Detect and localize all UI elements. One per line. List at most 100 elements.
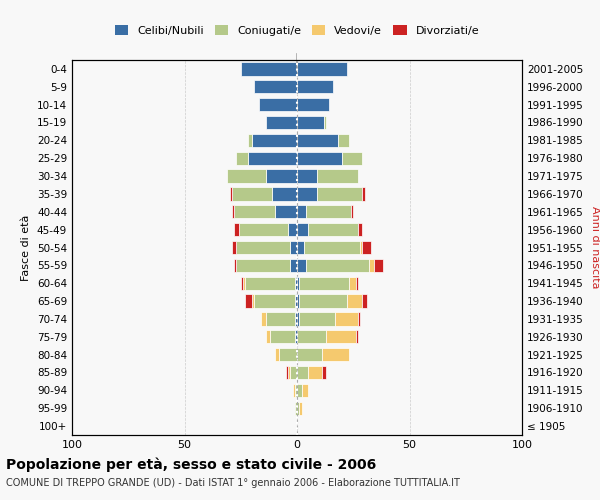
Bar	[245, 294, 252, 308]
Bar	[297, 258, 306, 272]
Bar	[234, 223, 239, 236]
Text: Popolazione per età, sesso e stato civile - 2006: Popolazione per età, sesso e stato civil…	[6, 458, 376, 472]
Bar	[265, 116, 297, 129]
Bar	[295, 312, 297, 326]
Bar	[288, 366, 290, 379]
Bar	[362, 241, 371, 254]
Bar	[358, 312, 360, 326]
Bar	[236, 241, 290, 254]
Bar	[295, 330, 297, 344]
Bar	[295, 294, 297, 308]
Bar	[297, 348, 322, 362]
Bar	[299, 294, 347, 308]
Bar	[369, 258, 373, 272]
Text: COMUNE DI TREPPO GRANDE (UD) - Dati ISTAT 1° gennaio 2006 - Elaborazione TUTTITA: COMUNE DI TREPPO GRANDE (UD) - Dati ISTA…	[6, 478, 460, 488]
Bar	[342, 152, 362, 165]
Bar	[308, 366, 322, 379]
Bar	[279, 348, 297, 362]
Bar	[302, 384, 308, 397]
Bar	[297, 152, 342, 165]
Bar	[297, 294, 299, 308]
Bar	[227, 170, 265, 183]
Bar	[272, 187, 297, 200]
Bar	[239, 223, 288, 236]
Bar	[373, 258, 383, 272]
Bar	[360, 241, 362, 254]
Bar	[362, 187, 365, 200]
Bar	[241, 62, 297, 76]
Bar	[355, 330, 358, 344]
Bar	[297, 330, 326, 344]
Bar	[299, 276, 349, 290]
Bar	[286, 366, 288, 379]
Bar	[326, 330, 355, 344]
Bar	[299, 402, 302, 415]
Bar	[234, 258, 236, 272]
Bar	[232, 187, 272, 200]
Bar	[295, 402, 297, 415]
Bar	[304, 241, 360, 254]
Y-axis label: Anni di nascita: Anni di nascita	[590, 206, 600, 289]
Bar	[232, 241, 236, 254]
Bar	[297, 384, 302, 397]
Bar	[254, 294, 295, 308]
Bar	[362, 294, 367, 308]
Bar	[297, 402, 299, 415]
Bar	[297, 62, 347, 76]
Bar	[297, 241, 304, 254]
Bar	[358, 223, 362, 236]
Bar	[290, 258, 297, 272]
Bar	[347, 294, 362, 308]
Bar	[261, 312, 265, 326]
Bar	[297, 98, 329, 112]
Bar	[306, 258, 369, 272]
Bar	[335, 312, 358, 326]
Bar	[254, 80, 297, 94]
Bar	[306, 205, 351, 218]
Bar	[308, 223, 358, 236]
Bar	[234, 205, 275, 218]
Legend: Celibi/Nubili, Coniugati/e, Vedovi/e, Divorziati/e: Celibi/Nubili, Coniugati/e, Vedovi/e, Di…	[110, 20, 484, 40]
Bar	[290, 241, 297, 254]
Bar	[317, 170, 358, 183]
Bar	[245, 276, 295, 290]
Bar	[265, 170, 297, 183]
Bar	[299, 312, 335, 326]
Bar	[317, 187, 362, 200]
Bar	[229, 187, 232, 200]
Bar	[322, 366, 326, 379]
Bar	[275, 205, 297, 218]
Bar	[275, 348, 279, 362]
Bar	[265, 312, 295, 326]
Bar	[270, 330, 295, 344]
Bar	[297, 80, 333, 94]
Bar	[297, 223, 308, 236]
Bar	[290, 366, 297, 379]
Bar	[248, 152, 297, 165]
Bar	[297, 205, 306, 218]
Bar	[355, 276, 358, 290]
Bar	[236, 152, 248, 165]
Bar	[248, 134, 252, 147]
Bar	[232, 205, 234, 218]
Bar	[295, 276, 297, 290]
Bar	[297, 134, 337, 147]
Y-axis label: Fasce di età: Fasce di età	[22, 214, 31, 280]
Bar	[297, 312, 299, 326]
Bar	[297, 276, 299, 290]
Bar	[337, 134, 349, 147]
Bar	[324, 116, 326, 129]
Bar	[297, 170, 317, 183]
Bar	[243, 276, 245, 290]
Bar	[288, 223, 297, 236]
Bar	[349, 276, 355, 290]
Bar	[295, 384, 297, 397]
Bar	[252, 294, 254, 308]
Bar	[322, 348, 349, 362]
Bar	[252, 134, 297, 147]
Bar	[297, 366, 308, 379]
Bar	[297, 187, 317, 200]
Bar	[241, 276, 243, 290]
Bar	[236, 258, 290, 272]
Bar	[259, 98, 297, 112]
